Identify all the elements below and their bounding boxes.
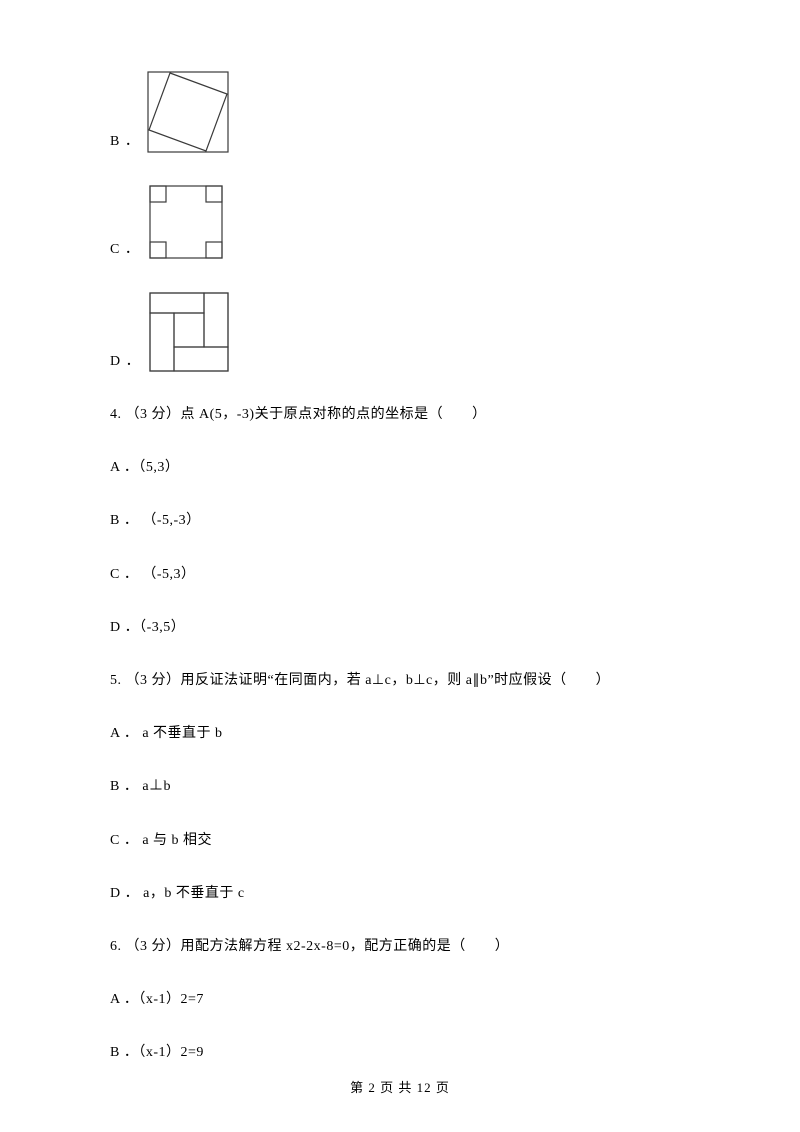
q4-option-b: B ． （-5,-3） [110,508,690,533]
q6-option-a: A ．（x-1）2=7 [110,987,690,1012]
option-d-row: D ． [110,290,690,374]
q5-option-b: B ． a⊥b [110,774,690,799]
option-b-figure [146,70,230,154]
q4-option-a: A ．（5,3） [110,455,690,480]
option-c-figure [146,182,226,262]
option-d-label: D ． [110,350,147,374]
q4-stem: 4. （3 分）点 A(5，-3)关于原点对称的点的坐标是（ ） [110,402,690,427]
q4-option-d: D ．（-3,5） [110,615,690,640]
q5-option-c: C ． a 与 b 相交 [110,828,690,853]
q4-option-c: C ． （-5,3） [110,562,690,587]
page-footer: 第 2 页 共 12 页 [0,1077,800,1096]
option-b-row: B ． [110,70,690,154]
option-c-label: C ． [110,238,146,262]
q5-option-a: A ． a 不垂直于 b [110,721,690,746]
q5-option-d: D ． a，b 不垂直于 c [110,881,690,906]
q6-stem: 6. （3 分）用配方法解方程 x2-2x-8=0，配方正确的是（ ） [110,934,690,959]
q5-stem: 5. （3 分）用反证法证明“在同面内，若 a⊥c，b⊥c，则 a∥b”时应假设… [110,668,690,693]
q6-option-b: B ．（x-1）2=9 [110,1040,690,1065]
option-b-label: B ． [110,130,146,154]
option-d-figure [147,290,231,374]
option-c-row: C ． [110,182,690,262]
